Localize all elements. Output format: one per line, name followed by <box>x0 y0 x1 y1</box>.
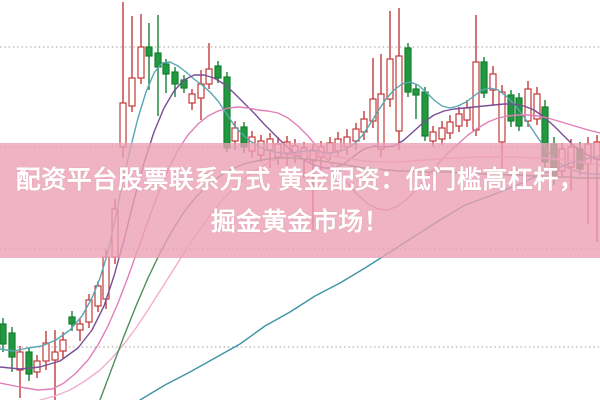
stock-chart-page: 配资平台股票联系方式 黄金配资：低门槛高杠杆， 掘金黄金市场！ <box>0 0 600 400</box>
candlestick-chart <box>0 0 600 400</box>
